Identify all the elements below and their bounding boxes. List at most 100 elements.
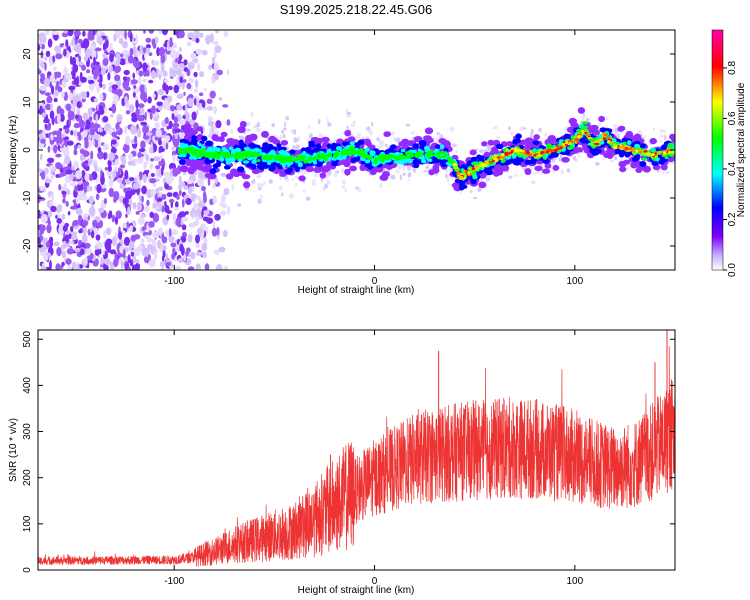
spectrogram-noise-blob xyxy=(88,206,96,217)
spectrogram-noise-blob xyxy=(180,246,185,256)
spectrogram-hot-cell xyxy=(456,171,461,175)
spectrogram-scatter-dot xyxy=(230,128,234,134)
spectrogram-ridge-cell xyxy=(280,140,289,146)
spectrogram-ridge-cell xyxy=(229,139,238,147)
spectrogram-noise-blob xyxy=(110,113,114,118)
spectrogram-noise-blob xyxy=(183,171,186,176)
spectrogram-noise-blob xyxy=(220,172,227,177)
spectrogram-ridge-cell xyxy=(242,160,250,164)
spectrogram-scatter-dot xyxy=(307,125,311,130)
spectrogram-hot-cell xyxy=(602,137,607,140)
spectrogram-noise-blob xyxy=(127,254,131,264)
spectrogram-noise-blob xyxy=(38,168,44,173)
spectrogram-ridge-cell xyxy=(512,138,519,145)
spectrogram-ridge-cell xyxy=(275,154,280,158)
spectrogram-noise-blob xyxy=(44,92,51,96)
spectrogram-ridge-cell xyxy=(183,150,187,155)
spectrogram-noise-blob xyxy=(73,122,81,129)
spectrogram-noise-blob xyxy=(127,266,131,270)
spectrogram-noise-blob xyxy=(112,94,120,103)
spectrogram-noise-blob xyxy=(123,76,128,82)
spectrogram-noise-blob xyxy=(89,128,96,136)
spectrogram-noise-blob xyxy=(209,33,214,43)
spectrogram-scatter-dot xyxy=(384,143,388,147)
spectrogram-noise-blob xyxy=(222,229,228,238)
spectrogram-noise-blob xyxy=(118,174,123,179)
spectrogram-noise-blob xyxy=(96,84,100,94)
spectrogram-noise-blob xyxy=(196,109,199,116)
spectrogram-hot-cell xyxy=(488,161,493,164)
spectrogram-noise-blob xyxy=(221,203,227,209)
spectrogram-noise-blob xyxy=(208,64,212,71)
spectrogram-noise-blob xyxy=(132,45,137,54)
spectrogram-noise-blob xyxy=(212,195,217,204)
spectrogram-noise-blob xyxy=(39,38,42,48)
colorbar-tick-label: 0.4 xyxy=(727,162,738,176)
spectrogram-noise-blob xyxy=(55,53,63,60)
spectrogram-noise-blob xyxy=(128,104,135,113)
spectrogram-ridge-cell xyxy=(390,144,397,150)
spectrogram-noise-blob xyxy=(92,219,98,228)
spectrogram-ridge-cell xyxy=(267,154,272,158)
spectrogram-noise-blob xyxy=(172,122,180,129)
spectrogram-ridge-cell xyxy=(495,143,504,150)
spectrogram-hot-cell xyxy=(618,146,623,150)
spectrogram-scatter-dot xyxy=(378,139,383,146)
spectrogram-noise-blob xyxy=(105,238,113,245)
spectrogram-noise-blob xyxy=(132,72,136,79)
spectrogram-ridge-cell xyxy=(437,155,441,160)
spectrogram-noise-blob xyxy=(102,83,106,90)
spectrogram-ridge-cell xyxy=(289,155,295,159)
spectrogram-noise-blob xyxy=(146,132,153,136)
spectrogram-noise-blob xyxy=(94,138,99,148)
spectrogram-noise-blob xyxy=(80,131,88,138)
spectrogram-noise-blob xyxy=(174,245,180,253)
spectrogram-noise-blob xyxy=(129,225,133,232)
spectrogram-noise-blob xyxy=(168,227,172,237)
spectrogram-noise-blob xyxy=(212,220,216,230)
spectrogram-hot-cell xyxy=(504,152,509,155)
spectrogram-noise-blob xyxy=(176,93,184,100)
spectrogram-noise-blob xyxy=(158,30,162,35)
spectrogram-noise-blob xyxy=(43,254,49,261)
spectrogram-ridge-cell xyxy=(289,149,296,155)
spectrogram-noise-blob xyxy=(72,261,77,270)
spectrogram-ridge-cell xyxy=(277,164,284,170)
spectrogram-ridge-cell xyxy=(210,152,215,157)
spectrogram-hot-cell xyxy=(587,137,592,139)
spectrogram-noise-blob xyxy=(201,49,208,56)
spectrogram-noise-blob xyxy=(188,253,194,257)
spectrogram-scatter-dot xyxy=(282,133,286,139)
spectrogram-scatter-dot xyxy=(508,175,513,179)
spectrogram-noise-blob xyxy=(108,187,115,198)
spectrogram-noise-blob xyxy=(124,169,129,180)
spectrogram-noise-blob xyxy=(183,185,189,191)
spectrogram-scatter-dot xyxy=(659,128,664,133)
spectrogram-noise-blob xyxy=(178,211,186,218)
spectrogram-noise-blob xyxy=(187,266,195,270)
spectrogram-noise-blob xyxy=(198,32,204,38)
spectrogram-noise-blob xyxy=(142,62,148,72)
spectrogram-ridge-cell xyxy=(478,181,487,189)
spectrogram-noise-blob xyxy=(151,105,156,114)
spectrogram-noise-blob xyxy=(220,210,227,216)
spectrogram-noise-blob xyxy=(92,141,96,146)
spectrogram-noise-blob xyxy=(77,182,84,193)
spectrogram-scatter-dot xyxy=(407,172,412,178)
spectrogram-ridge-cell xyxy=(209,168,217,175)
spectrogram-scatter-dot xyxy=(246,128,252,132)
spectrogram-noise-blob xyxy=(99,93,104,101)
spectrogram-scatter-dot xyxy=(251,180,256,184)
spectrogram-noise-blob xyxy=(171,146,175,151)
colorbar-title: Normalized spectral amplitude xyxy=(736,82,747,217)
spectrogram-ridge-cell xyxy=(364,159,371,164)
spectrogram-noise-blob xyxy=(115,210,122,219)
spectrogram-noise-blob xyxy=(63,30,68,34)
spectrogram-ridge-cell xyxy=(660,163,668,171)
spectrogram-noise-blob xyxy=(78,61,84,66)
spectrogram-ridge-cell xyxy=(341,141,349,147)
spectrogram-noise-blob xyxy=(84,138,89,149)
spectrogram-noise-blob xyxy=(171,150,176,157)
spectrogram-noise-blob xyxy=(122,197,129,206)
spectrogram-scatter-dot xyxy=(309,133,313,139)
